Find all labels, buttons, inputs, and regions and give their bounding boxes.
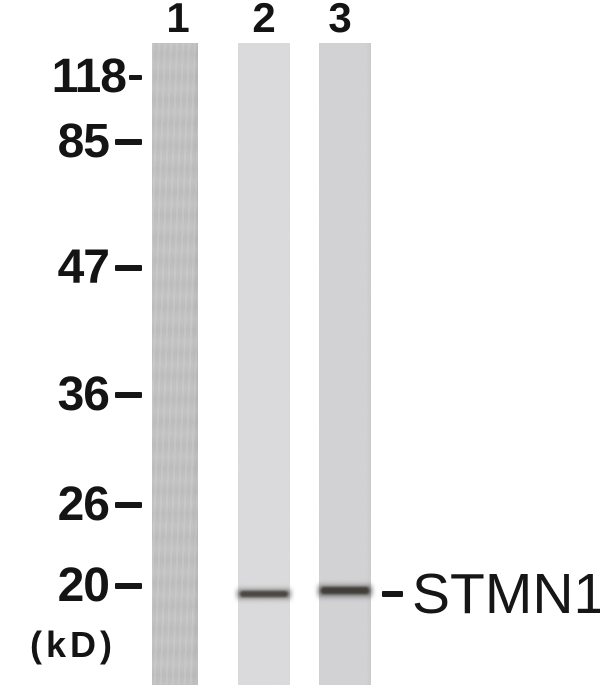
- mw-marker-label-118: 118: [51, 50, 127, 103]
- mw-marker-tick-118: [129, 74, 142, 80]
- lane-1-strip: [152, 43, 198, 685]
- mw-marker-label-85: 85: [57, 115, 110, 168]
- mw-marker-tick-20: [115, 583, 142, 589]
- mw-marker-label-26: 26: [57, 478, 110, 531]
- protein-band-lane-3-core: [321, 587, 369, 594]
- mw-marker-label-47: 47: [57, 241, 110, 294]
- protein-band-lane-2-core: [240, 591, 288, 597]
- band-pointer-dash: [382, 591, 403, 597]
- lane-3-strip: [319, 43, 371, 685]
- lane-label-3: 3: [328, 0, 352, 41]
- lane-2-strip: [238, 43, 290, 685]
- band-annotation-label: STMN1: [412, 562, 600, 626]
- protein-band-lane-2: [237, 587, 291, 601]
- mw-marker-row-118: 118: [52, 52, 142, 102]
- lane-3-noise-texture: [319, 43, 371, 685]
- mw-marker-row-36: 36: [58, 370, 142, 420]
- lane-label-2: 2: [252, 0, 276, 41]
- mw-marker-row-47: 47: [58, 243, 142, 293]
- mw-marker-tick-47: [115, 265, 142, 271]
- lane-1-noise-texture: [152, 43, 198, 685]
- mw-marker-row-20: 20: [58, 561, 142, 611]
- lane-1-streak-texture: [152, 43, 198, 685]
- mw-marker-label-20: 20: [57, 559, 110, 612]
- mw-marker-tick-85: [115, 139, 142, 145]
- mw-marker-tick-36: [115, 392, 142, 398]
- mw-marker-row-85: 85: [58, 117, 142, 167]
- mw-marker-label-36: 36: [57, 368, 110, 421]
- lane-2-noise-texture: [238, 43, 290, 685]
- lane-label-1: 1: [166, 0, 190, 41]
- mw-marker-row-26: 26: [58, 480, 142, 530]
- protein-band-lane-3: [318, 583, 372, 599]
- kd-unit-label: (kD): [30, 624, 116, 665]
- mw-marker-tick-26: [115, 502, 142, 508]
